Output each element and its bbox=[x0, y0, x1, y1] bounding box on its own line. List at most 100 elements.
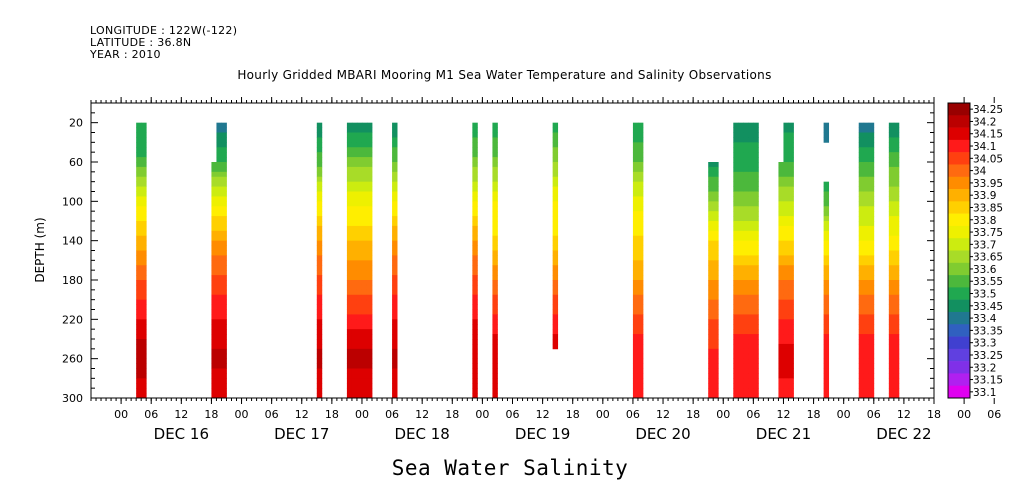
heatmap-cell bbox=[392, 314, 398, 320]
heatmap-cell bbox=[216, 275, 222, 281]
heatmap-cell bbox=[351, 166, 358, 173]
heatmap-cell bbox=[141, 373, 147, 379]
heatmap-cell bbox=[708, 280, 714, 286]
heatmap-cell bbox=[868, 186, 875, 192]
heatmap-cell bbox=[216, 255, 222, 261]
heatmap-cell bbox=[893, 157, 900, 163]
heatmap-cell bbox=[738, 137, 744, 143]
heatmap-cell bbox=[868, 221, 875, 227]
heatmap-cell bbox=[888, 343, 895, 350]
heatmap-cell bbox=[141, 309, 147, 315]
heatmap-cell bbox=[136, 230, 142, 237]
heatmap-cell bbox=[868, 216, 875, 222]
heatmap-cell bbox=[788, 166, 794, 173]
heatmap-cell bbox=[863, 373, 870, 379]
heatmap-cell bbox=[738, 201, 744, 207]
heatmap-cell bbox=[743, 280, 749, 286]
heatmap-cell bbox=[632, 162, 639, 168]
heatmap-cell bbox=[136, 343, 142, 350]
heatmap-cell bbox=[216, 373, 222, 379]
heatmap-cell bbox=[788, 162, 794, 168]
heatmap-cell bbox=[221, 304, 227, 310]
heatmap-cell bbox=[708, 255, 714, 261]
heatmap-cell bbox=[788, 373, 794, 379]
heatmap-cell bbox=[753, 235, 759, 242]
heatmap-cell bbox=[738, 388, 744, 394]
heatmap-cell bbox=[713, 235, 719, 242]
heatmap-cell bbox=[893, 211, 900, 217]
heatmap-cell bbox=[858, 358, 865, 364]
heatmap-cell bbox=[356, 388, 363, 394]
heatmap-cell bbox=[492, 275, 498, 281]
heatmap-cell bbox=[632, 309, 639, 315]
heatmap-cell bbox=[753, 221, 759, 227]
heatmap-cell bbox=[351, 157, 358, 163]
heatmap-cell bbox=[788, 245, 794, 251]
heatmap-cell bbox=[738, 245, 744, 251]
heatmap-cell bbox=[713, 270, 719, 276]
heatmap-cell bbox=[743, 265, 749, 271]
heatmap-cell bbox=[216, 186, 222, 192]
heatmap-cell bbox=[472, 339, 478, 345]
heatmap-cell bbox=[868, 368, 875, 374]
heatmap-cell bbox=[216, 280, 222, 286]
heatmap-cell bbox=[136, 329, 142, 335]
heatmap-cell bbox=[472, 132, 478, 138]
heatmap-cell bbox=[783, 393, 789, 399]
heatmap-cell bbox=[392, 378, 398, 384]
heatmap-cell bbox=[552, 314, 559, 320]
heatmap-cell bbox=[366, 270, 373, 276]
heatmap-cell bbox=[346, 152, 353, 158]
heatmap-cell bbox=[392, 363, 398, 369]
heatmap-cell bbox=[893, 191, 900, 197]
heatmap-cell bbox=[472, 255, 478, 261]
colorbar-label: 33.3 bbox=[973, 338, 996, 350]
heatmap-cell bbox=[738, 329, 744, 335]
heatmap-cell bbox=[637, 388, 644, 394]
colorbar-swatch bbox=[948, 225, 970, 239]
heatmap-cell bbox=[783, 329, 789, 335]
heatmap-cell bbox=[136, 196, 142, 202]
heatmap-cell bbox=[637, 230, 644, 237]
heatmap-cell bbox=[136, 166, 142, 173]
heatmap-cell bbox=[316, 368, 323, 374]
heatmap-cell bbox=[361, 206, 368, 212]
heatmap-cell bbox=[733, 221, 739, 227]
heatmap-cell bbox=[141, 245, 147, 251]
heatmap-cell bbox=[141, 353, 147, 360]
heatmap-cell bbox=[221, 373, 227, 379]
heatmap-cell bbox=[713, 245, 719, 251]
heatmap-cell bbox=[361, 240, 368, 246]
heatmap-cell bbox=[316, 191, 323, 197]
x-tick-label: 12 bbox=[174, 408, 188, 421]
heatmap-cell bbox=[211, 166, 217, 173]
heatmap-cell bbox=[141, 162, 147, 168]
heatmap-cell bbox=[888, 196, 895, 202]
heatmap-cell bbox=[738, 230, 744, 237]
heatmap-cell bbox=[783, 383, 789, 389]
heatmap-cell bbox=[753, 265, 759, 271]
heatmap-cell bbox=[788, 230, 794, 237]
heatmap-cell bbox=[778, 270, 784, 276]
heatmap-cell bbox=[492, 235, 498, 242]
heatmap-cell bbox=[888, 255, 895, 261]
heatmap-cell bbox=[778, 388, 784, 394]
colorbar-swatch bbox=[948, 287, 970, 300]
heatmap-cell bbox=[141, 324, 147, 330]
heatmap-cell bbox=[211, 240, 217, 246]
heatmap-cell bbox=[823, 137, 830, 143]
heatmap-cell bbox=[136, 378, 142, 384]
heatmap-cell bbox=[748, 201, 754, 207]
heatmap-cell bbox=[351, 255, 358, 261]
heatmap-cell bbox=[361, 319, 368, 325]
heatmap-cell bbox=[392, 211, 398, 217]
heatmap-cell bbox=[778, 294, 784, 301]
x-tick-label: 12 bbox=[656, 408, 670, 421]
heatmap-cell bbox=[316, 230, 323, 237]
heatmap-cell bbox=[221, 358, 227, 364]
heatmap-cell bbox=[361, 166, 368, 173]
heatmap-cell bbox=[743, 191, 749, 197]
colorbar-frame bbox=[947, 102, 971, 399]
heatmap-cell bbox=[136, 127, 142, 133]
heatmap-cell bbox=[738, 162, 744, 168]
